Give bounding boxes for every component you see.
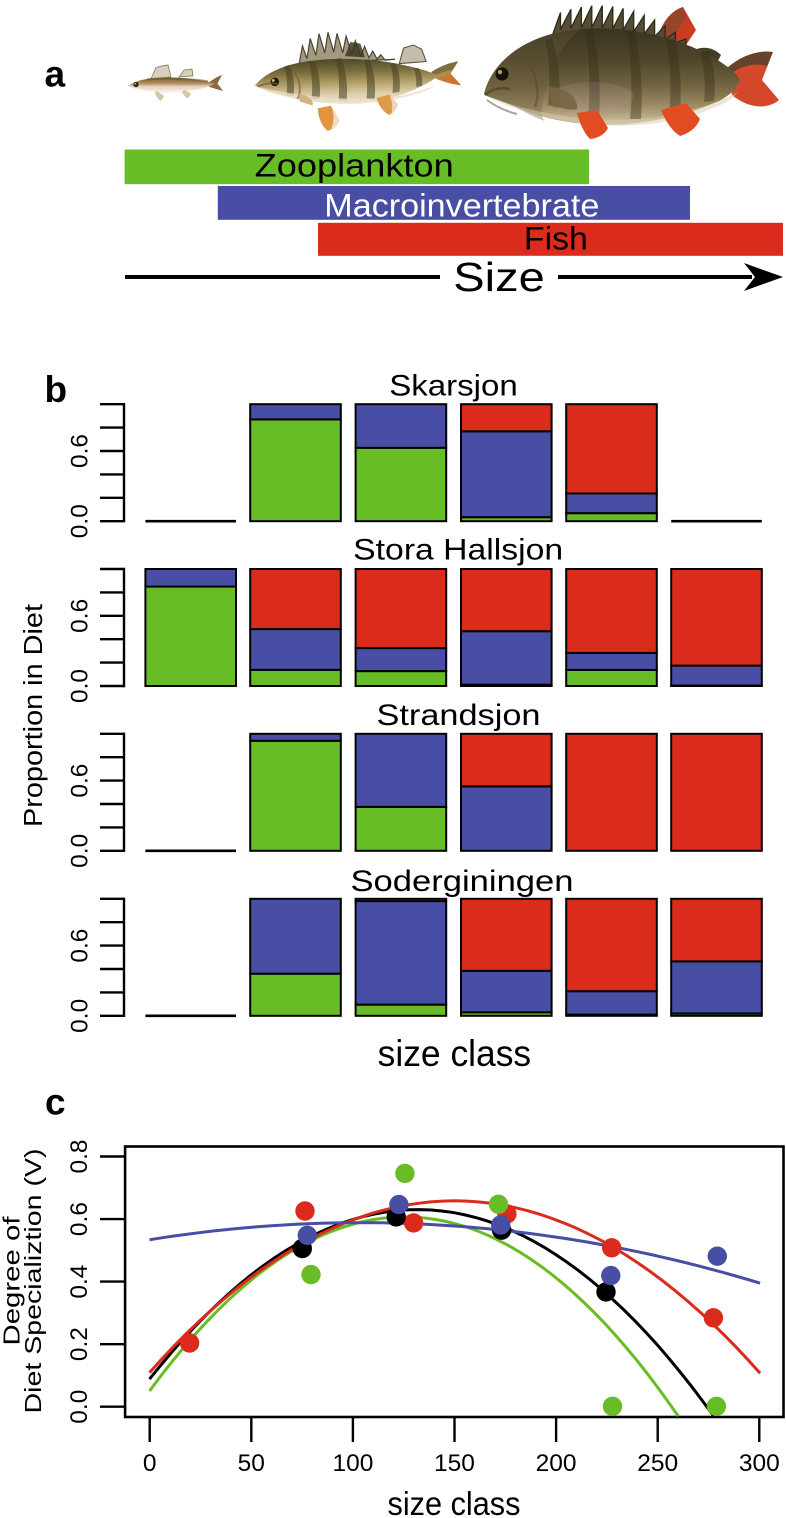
svg-text:Size: Size [453,254,545,300]
svg-text:0.0: 0.0 [67,504,94,538]
svg-text:Strandsjon: Strandsjon [377,699,541,732]
svg-text:Macroinvertebrate: Macroinvertebrate [324,188,599,224]
svg-text:Soderginingen: Soderginingen [351,865,574,898]
svg-text:0.6: 0.6 [67,764,94,798]
svg-text:0.6: 0.6 [66,1202,93,1236]
svg-text:Degree of: Degree of [0,1216,25,1346]
svg-text:0.0: 0.0 [66,1390,93,1424]
svg-text:50: 50 [238,1450,265,1477]
svg-text:size class: size class [388,1485,521,1518]
svg-text:250: 250 [637,1450,678,1477]
svg-text:0.2: 0.2 [66,1327,93,1361]
svg-text:0.8: 0.8 [66,1139,93,1173]
svg-text:0.0: 0.0 [67,669,94,703]
svg-text:0.0: 0.0 [67,999,94,1033]
svg-text:150: 150 [434,1450,475,1477]
svg-text:0.6: 0.6 [67,929,94,963]
svg-text:0.4: 0.4 [66,1265,93,1299]
svg-text:200: 200 [536,1450,577,1477]
svg-text:Diet Specializtion (V): Diet Specializtion (V) [20,1149,46,1414]
svg-text:Proportion in Diet: Proportion in Diet [20,604,48,827]
svg-text:0.6: 0.6 [67,434,94,468]
svg-text:0: 0 [143,1450,157,1477]
svg-text:Fish: Fish [524,221,588,257]
svg-text:100: 100 [332,1450,373,1477]
svg-text:a: a [45,53,66,94]
svg-text:0.0: 0.0 [67,834,94,868]
svg-text:Skarsjon: Skarsjon [389,370,518,403]
svg-text:size class: size class [378,1033,532,1074]
svg-text:0.6: 0.6 [67,599,94,633]
svg-text:300: 300 [739,1450,780,1477]
svg-text:c: c [45,1082,66,1123]
svg-text:b: b [45,369,68,410]
svg-text:Zooplankton: Zooplankton [255,148,454,184]
svg-text:Stora Hallsjon: Stora Hallsjon [353,534,563,567]
